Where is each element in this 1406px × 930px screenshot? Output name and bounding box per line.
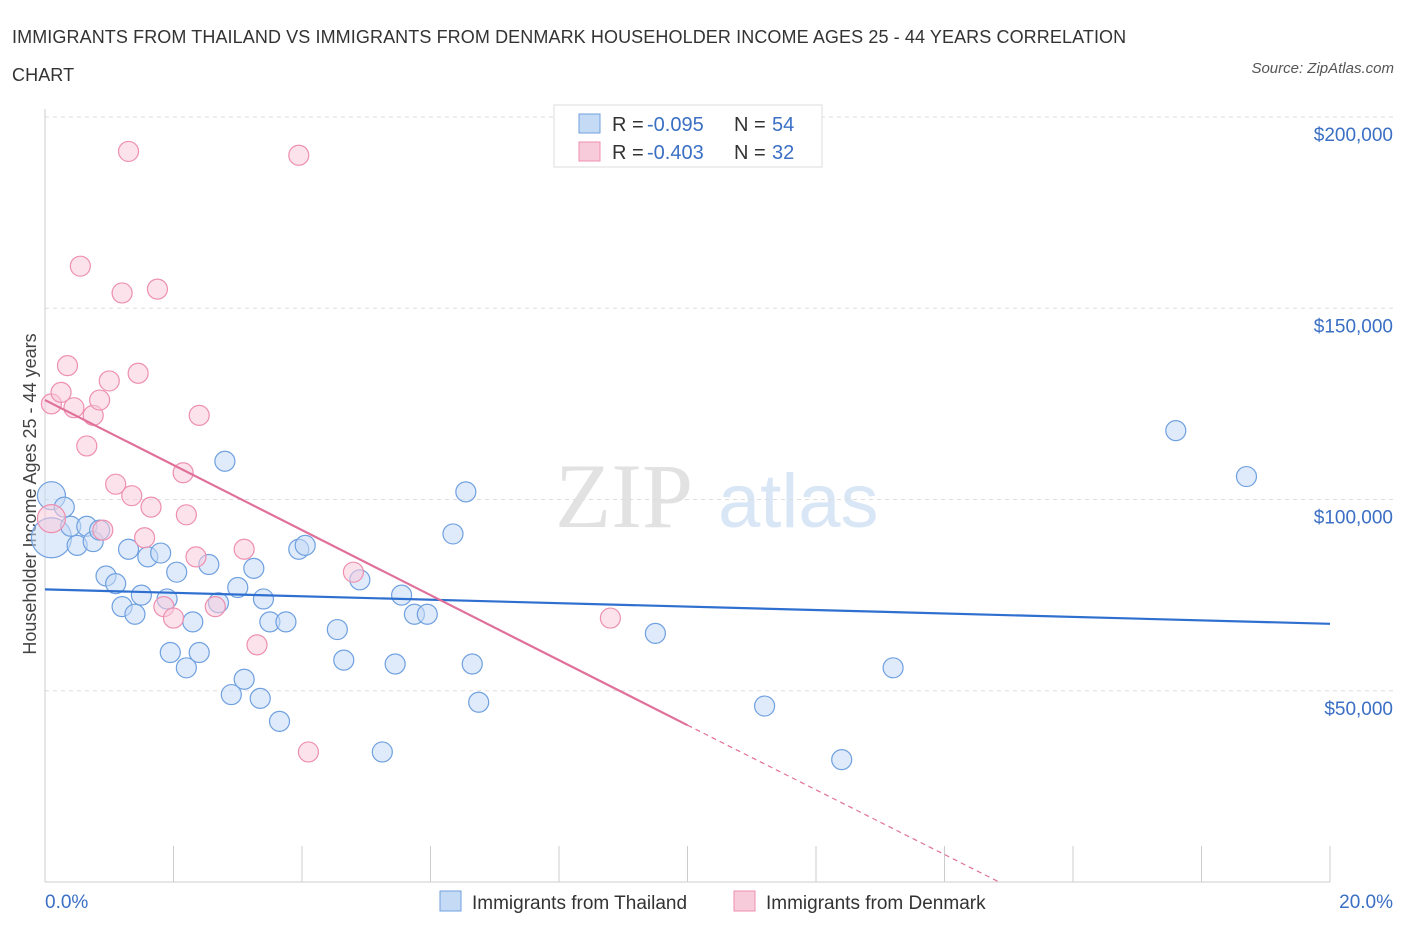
point-thailand-49	[753, 695, 776, 717]
point-thailand-41	[390, 584, 413, 606]
point-thailand-47	[468, 691, 490, 713]
point-thailand-17	[159, 641, 181, 664]
legend-r-value-denmark: -0.403	[647, 142, 704, 164]
point-denmark-22	[175, 504, 197, 526]
point-denmark-13	[117, 140, 140, 163]
point-thailand-46	[461, 653, 483, 675]
series-legend-label-thailand: Immigrants from Thailand	[472, 893, 687, 914]
point-denmark-27	[246, 634, 268, 656]
series-legend-swatch-denmark	[733, 890, 756, 912]
point-denmark-18	[146, 278, 169, 300]
trend-extension-denmark	[687, 724, 1000, 883]
y-axis-label: Householder Income Ages 25 - 44 years	[20, 333, 40, 654]
point-denmark-26	[233, 538, 255, 560]
legend-n-label-thailand: N =	[734, 114, 766, 136]
point-thailand-44	[442, 523, 464, 545]
x-tick-labels: 0.0% 20.0%	[45, 892, 1393, 913]
point-thailand-27	[233, 668, 255, 690]
point-thailand-20	[182, 611, 204, 633]
point-denmark-11	[105, 473, 127, 495]
legend-r-label-denmark: R =	[612, 142, 644, 164]
point-thailand-53	[1235, 465, 1258, 488]
point-thailand-30	[252, 588, 275, 610]
series-legend-swatch-thailand	[439, 890, 462, 912]
x-tick-label-1: 20.0%	[1339, 892, 1393, 913]
point-denmark-20	[162, 607, 185, 629]
legend-n-value-denmark: 32	[772, 142, 794, 164]
watermark-atlas: atlas	[718, 459, 879, 544]
point-thailand-19	[175, 657, 197, 679]
point-denmark-9	[92, 519, 114, 541]
point-thailand-33	[275, 611, 297, 633]
point-thailand-12	[124, 603, 146, 625]
point-thailand-26	[227, 576, 249, 599]
point-thailand-51	[882, 657, 904, 679]
chart-title: IMMIGRANTS FROM THAILAND VS IMMIGRANTS F…	[12, 27, 1127, 85]
point-thailand-48	[644, 622, 666, 644]
point-thailand-25	[220, 683, 242, 706]
stats-legend: R = -0.095 N = 54 R = -0.403 N = 32	[553, 104, 823, 168]
point-thailand-39	[371, 741, 393, 763]
point-denmark-15	[127, 362, 149, 384]
point-denmark-14	[121, 485, 143, 507]
y-tick-label-2: $150,000	[1314, 316, 1393, 337]
point-denmark-3	[56, 355, 79, 377]
y-tick-labels: $50,000 $100,000 $150,000 $200,000	[1314, 125, 1393, 720]
data-points	[30, 140, 1258, 771]
legend-swatch-thailand	[578, 113, 601, 134]
y-tick-label-1: $100,000	[1314, 508, 1393, 529]
point-thailand-52	[1165, 420, 1187, 442]
point-denmark-2	[50, 381, 72, 403]
point-thailand-40	[384, 653, 406, 675]
point-denmark-17	[140, 496, 162, 518]
point-denmark-24	[188, 404, 210, 426]
point-thailand-35	[294, 534, 316, 557]
point-thailand-18	[166, 561, 188, 583]
point-denmark-29	[297, 741, 320, 763]
y-tick-label-0: $50,000	[1324, 699, 1393, 720]
point-thailand-50	[831, 748, 853, 771]
point-denmark-31	[599, 607, 622, 629]
point-denmark-10	[98, 370, 120, 392]
point-thailand-15	[150, 542, 172, 564]
point-thailand-37	[333, 649, 355, 671]
series-legend-label-denmark: Immigrants from Denmark	[766, 893, 986, 914]
point-denmark-23	[185, 546, 207, 568]
point-thailand-11	[117, 538, 140, 560]
point-thailand-29	[249, 687, 271, 710]
point-thailand-13	[130, 584, 152, 606]
point-thailand-21	[188, 641, 210, 664]
gridlines	[45, 116, 1394, 692]
trend-lines	[44, 399, 1331, 883]
point-thailand-32	[268, 710, 291, 732]
legend-swatch-denmark	[578, 141, 601, 162]
legend-n-value-thailand: 54	[772, 114, 794, 136]
point-denmark-28	[288, 144, 310, 166]
point-thailand-9	[105, 573, 127, 595]
watermark-zip: ZIP	[555, 445, 693, 547]
y-tick-label-3: $200,000	[1314, 125, 1393, 146]
series-legend: Immigrants from Thailand Immigrants from…	[439, 890, 986, 914]
trend-line-thailand	[44, 588, 1331, 625]
point-denmark-0	[36, 504, 67, 534]
point-denmark-12	[111, 282, 133, 304]
legend-r-value-thailand: -0.095	[647, 114, 704, 136]
point-thailand-28	[243, 557, 265, 579]
trend-line-denmark	[44, 399, 688, 727]
point-denmark-8	[89, 389, 111, 411]
point-thailand-45	[455, 481, 477, 503]
legend-n-label-denmark: N =	[734, 142, 766, 164]
point-denmark-30	[342, 561, 364, 583]
chart-source: Source: ZipAtlas.com	[1251, 60, 1394, 77]
point-denmark-6	[76, 435, 98, 457]
x-tick-label-0: 0.0%	[45, 892, 88, 913]
point-denmark-5	[69, 255, 91, 277]
point-thailand-24	[214, 450, 236, 472]
point-denmark-16	[133, 527, 156, 549]
point-denmark-25	[204, 595, 226, 618]
point-thailand-36	[326, 618, 348, 641]
point-thailand-43	[416, 603, 438, 625]
legend-r-label-thailand: R =	[612, 114, 644, 136]
